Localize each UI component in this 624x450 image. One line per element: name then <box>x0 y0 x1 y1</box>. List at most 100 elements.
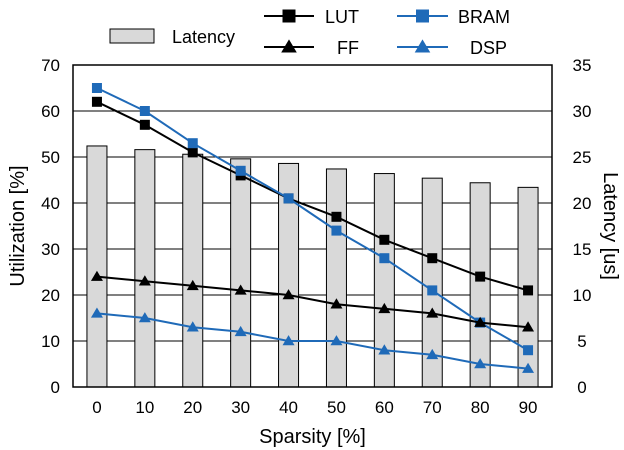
legend-dsp-label: DSP <box>470 38 507 58</box>
legend: Latency LUT BRAM FF DSP <box>109 7 510 58</box>
y2-axis-title: Latency [us] <box>599 172 621 280</box>
legend-ff-label: FF <box>337 38 359 58</box>
legend-ff-symbol <box>264 39 314 53</box>
x-tick-label: 0 <box>92 398 101 417</box>
data-point <box>91 96 102 107</box>
y-tick-label: 20 <box>41 286 60 305</box>
left-axis-ticks: 0 10 20 30 40 50 60 70 <box>41 56 60 397</box>
y2-tick-label: 0 <box>577 378 586 397</box>
data-point <box>330 335 343 346</box>
data-point <box>139 119 150 130</box>
data-point <box>475 271 486 282</box>
data-point <box>426 307 439 318</box>
data-point <box>414 39 431 53</box>
series-bram <box>91 83 534 356</box>
data-point <box>379 253 390 264</box>
data-point <box>379 234 390 245</box>
data-point <box>282 9 296 23</box>
data-point <box>139 106 150 116</box>
data-point <box>282 335 295 346</box>
latency-bars <box>86 145 539 388</box>
y-axis-title: Utilization [%] <box>7 165 29 286</box>
x-tick-label: 40 <box>279 398 298 417</box>
legend-bram-label: BRAM <box>458 7 510 27</box>
data-point <box>523 285 534 296</box>
y-tick-label: 30 <box>41 240 60 259</box>
data-point <box>186 321 199 332</box>
series-line <box>96 312 529 370</box>
data-point <box>522 362 535 373</box>
data-point <box>281 39 297 53</box>
data-point <box>91 83 102 93</box>
data-point <box>234 325 247 337</box>
x-axis-title: Sparsity [%] <box>259 426 366 448</box>
series-dsp <box>90 307 535 373</box>
x-tick-label: 80 <box>471 398 490 417</box>
series-ff <box>90 270 535 332</box>
data-point <box>331 211 342 222</box>
x-tick-label: 90 <box>519 398 538 417</box>
data-point <box>427 253 438 264</box>
y-tick-label: 0 <box>51 378 60 397</box>
data-point <box>416 9 429 23</box>
x-tick-label: 60 <box>375 398 394 417</box>
data-point <box>234 284 247 295</box>
legend-bram-symbol <box>397 9 448 23</box>
data-point <box>331 225 342 236</box>
y-tick-label: 40 <box>41 194 60 213</box>
series-line <box>96 87 529 352</box>
latency-bar <box>230 158 252 388</box>
data-point <box>138 312 151 323</box>
series-lut <box>91 96 534 296</box>
latency-bar <box>469 182 491 388</box>
y-tick-label: 60 <box>41 102 60 121</box>
legend-lut-label: LUT <box>325 7 359 27</box>
y-tick-label: 10 <box>41 332 60 351</box>
y-tick-label: 50 <box>41 148 60 167</box>
data-point <box>187 147 198 158</box>
y2-tick-label: 10 <box>573 286 592 305</box>
legend-latency-label: Latency <box>172 27 235 47</box>
data-point <box>283 193 294 204</box>
series-line <box>96 275 529 329</box>
x-axis-ticks: 0 10 20 30 40 50 60 70 80 90 <box>92 398 537 417</box>
data-point <box>426 348 439 360</box>
y-tick-label: 70 <box>41 56 60 75</box>
data-point <box>427 285 438 296</box>
x-tick-label: 50 <box>327 398 346 417</box>
data-point <box>90 307 103 318</box>
utilization-lines <box>90 83 535 373</box>
legend-latency-swatch <box>109 28 155 44</box>
data-point <box>330 298 343 309</box>
data-point <box>378 344 391 355</box>
data-point <box>187 138 198 149</box>
y2-tick-label: 20 <box>573 194 592 213</box>
data-point <box>474 358 487 369</box>
x-tick-label: 10 <box>135 398 154 417</box>
y2-tick-label: 35 <box>573 56 592 75</box>
x-tick-label: 30 <box>231 398 250 417</box>
plot-frame <box>72 64 553 388</box>
x-tick-label: 70 <box>423 398 442 417</box>
x-tick-label: 20 <box>183 398 202 417</box>
data-point <box>235 165 246 176</box>
y2-tick-label: 30 <box>573 102 592 121</box>
y2-tick-label: 25 <box>573 148 592 167</box>
legend-dsp-symbol <box>397 39 448 53</box>
series-line <box>96 100 529 292</box>
latency-bar <box>182 153 204 388</box>
data-point <box>378 302 391 314</box>
latency-bar <box>325 168 347 388</box>
right-axis-ticks: 0 5 10 15 20 25 30 35 <box>573 56 592 397</box>
latency-bar <box>86 145 108 388</box>
y2-tick-label: 5 <box>577 332 586 351</box>
data-point <box>523 345 534 356</box>
data-point <box>138 275 151 286</box>
data-point <box>282 289 295 300</box>
legend-lut-symbol <box>264 9 314 23</box>
data-point <box>522 321 535 332</box>
data-point <box>90 270 103 281</box>
latency-bar <box>134 149 156 388</box>
data-point <box>186 279 199 291</box>
